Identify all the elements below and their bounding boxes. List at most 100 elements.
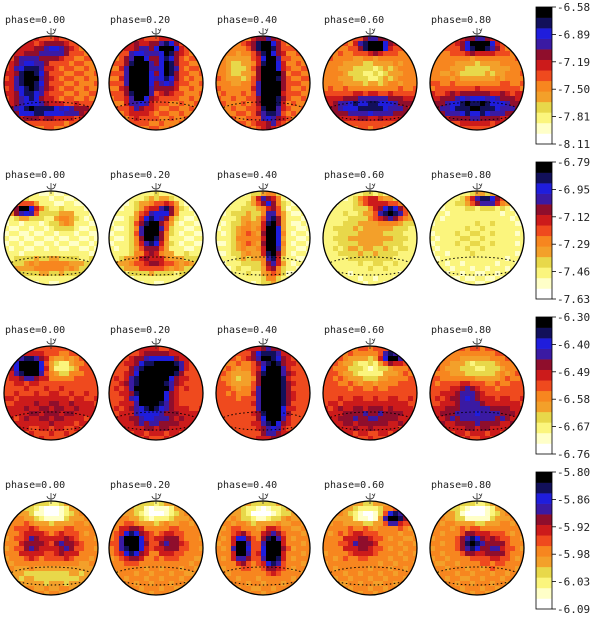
rotation-axis-icon [46, 28, 57, 39]
colorbar-tick-label: -7.12 [557, 211, 590, 224]
colorbar-swatch [536, 162, 552, 173]
rotation-axis-icon [472, 338, 483, 349]
colorbar: -5.80 -5.86 -5.92 -5.98 -6.03 -6.09 [535, 466, 590, 616]
rotation-axis-icon [258, 493, 269, 504]
colorbar-tick-label: -5.86 [557, 493, 590, 506]
phase-label: phase=0.00 [5, 15, 65, 26]
colorbar-tick-label: -6.95 [557, 183, 590, 196]
rotation-axis-icon [46, 183, 57, 194]
colorbar-tick-label: -7.50 [557, 83, 590, 96]
rotation-axis-icon [46, 493, 57, 504]
colorbar-swatch [536, 598, 552, 610]
colorbar-swatch [536, 503, 552, 515]
colorbar-swatch [536, 556, 552, 568]
rotation-axis-icon [258, 183, 269, 194]
colorbar-frame [535, 161, 553, 300]
colorbar-swatch [536, 317, 552, 328]
colorbar-swatch [536, 235, 552, 247]
colorbar-swatch [536, 256, 552, 268]
colorbar-swatch [536, 70, 552, 82]
colorbar-swatch [536, 225, 552, 237]
colorbar-tick-label: -6.40 [557, 338, 590, 351]
colorbar-tick-label: -6.89 [557, 28, 590, 41]
rotation-axis-icon [151, 28, 162, 39]
colorbar-swatch [536, 432, 552, 444]
phase-label: phase=0.20 [110, 15, 170, 26]
phase-label: phase=0.00 [5, 480, 65, 491]
colorbar-tick-label: -6.67 [557, 421, 590, 434]
colorbar-swatch [536, 288, 552, 300]
colorbars: -6.58 -6.89 -7.19 -7.50 -7.81 -8.11 -6.79 -6.95… [535, 1, 590, 616]
colorbar-swatch [536, 101, 552, 113]
colorbar-swatch [536, 183, 552, 194]
colorbar-swatch [536, 122, 552, 134]
colorbar-swatch [536, 390, 552, 402]
colorbar-swatch [536, 369, 552, 381]
colorbar-swatch [536, 267, 552, 279]
phase-label: phase=0.60 [324, 325, 384, 336]
colorbar-swatch [536, 246, 552, 258]
colorbar-swatch [536, 49, 552, 60]
colorbar: -6.79 -6.95 -7.12 -7.29 -7.46 -7.63 [535, 156, 590, 306]
colorbar-swatch [536, 204, 552, 215]
colorbar-swatch [536, 380, 552, 392]
colorbar-frame [535, 6, 553, 145]
colorbar-tick-label: -6.58 [557, 1, 590, 14]
phase-label: phase=0.80 [431, 480, 491, 491]
colorbar-swatch [536, 80, 552, 92]
colorbar-tick-label: -5.98 [557, 548, 590, 561]
phase-label: phase=0.20 [110, 170, 170, 181]
colorbar-swatch [536, 443, 552, 455]
colorbar-swatch [536, 587, 552, 599]
colorbar-tick-label: -7.63 [557, 293, 590, 306]
star-map-sphere [216, 346, 310, 440]
phase-label: phase=0.80 [431, 15, 491, 26]
rotation-axis-icon [258, 338, 269, 349]
rotation-axis-icon [472, 183, 483, 194]
star-map-sphere [216, 501, 310, 595]
rotation-axis-icon [46, 338, 57, 349]
phase-label: phase=0.40 [217, 325, 277, 336]
rotation-axis-icon [151, 338, 162, 349]
rotation-axis-icon [151, 183, 162, 194]
colorbar-swatch [536, 214, 552, 226]
colorbar-tick-label: -7.19 [557, 56, 590, 69]
colorbar-swatch [536, 133, 552, 145]
colorbar-swatch [536, 524, 552, 536]
colorbar-swatch [536, 422, 552, 434]
colorbar-tick-label: -6.03 [557, 576, 590, 589]
colorbar-swatch [536, 482, 552, 494]
colorbar-swatch [536, 472, 552, 483]
phase-label: phase=0.00 [5, 170, 65, 181]
colorbar-swatch [536, 411, 552, 423]
colorbar-swatch [536, 38, 552, 50]
colorbar-swatch [536, 535, 552, 547]
colorbar-tick-label: -6.76 [557, 448, 590, 461]
colorbar-swatch [536, 359, 552, 370]
phase-label: phase=0.20 [110, 480, 170, 491]
colorbar-swatch [536, 545, 552, 557]
colorbar-tick-label: -5.80 [557, 466, 590, 479]
colorbar-swatch [536, 193, 552, 205]
colorbar-tick-label: -7.29 [557, 238, 590, 251]
phase-label: phase=0.00 [5, 325, 65, 336]
colorbar-swatch [536, 172, 552, 184]
colorbar-frame [535, 316, 553, 455]
colorbar-tick-label: -6.09 [557, 603, 590, 616]
rotation-axis-icon [151, 493, 162, 504]
colorbar: -6.58 -6.89 -7.19 -7.50 -7.81 -8.11 [535, 1, 590, 151]
colorbar-swatch [536, 59, 552, 71]
phase-label: phase=0.40 [217, 15, 277, 26]
colorbar-swatch [536, 514, 552, 525]
phase-label: phase=0.80 [431, 170, 491, 181]
colorbar-tick-label: -6.58 [557, 393, 590, 406]
phase-label: phase=0.60 [324, 15, 384, 26]
colorbar-tick-label: -6.30 [557, 311, 590, 324]
colorbar-swatch [536, 327, 552, 339]
colorbar-tick-label: -8.11 [557, 138, 590, 151]
rotation-axis-icon [472, 493, 483, 504]
colorbar-swatch [536, 348, 552, 360]
colorbar-tick-label: -5.92 [557, 521, 590, 534]
phase-label: phase=0.80 [431, 325, 491, 336]
colorbar-frame [535, 471, 553, 610]
